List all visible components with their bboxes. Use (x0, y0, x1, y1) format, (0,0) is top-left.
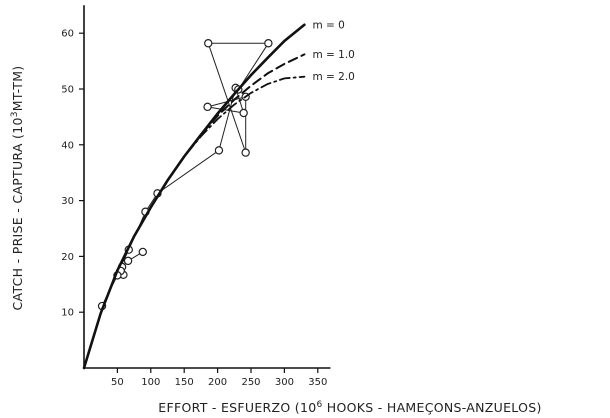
x-tick-label: 200 (208, 377, 227, 388)
y-tick-label: 30 (61, 196, 74, 207)
observed-point (264, 39, 273, 48)
observed-point (241, 148, 250, 157)
curve-label: m = 1.0 (312, 49, 354, 61)
observed-point (123, 256, 133, 266)
curve-m-0 (82, 23, 306, 370)
y-tick-label: 10 (61, 308, 74, 319)
curve-label: m = 0 (312, 19, 344, 31)
y-tick-label: 50 (61, 85, 74, 96)
observed-point (204, 39, 213, 48)
y-tick-label: 20 (61, 252, 74, 263)
x-tick-label: 300 (275, 377, 294, 388)
y-tick-label: 60 (61, 29, 74, 40)
curve-m-2-0 (83, 75, 306, 369)
observed-point (203, 102, 212, 112)
x-tick-label: 50 (111, 377, 124, 388)
curve-m-1-0 (83, 53, 306, 369)
axes: 50 100 150 200 250 300 350 10 20 30 40 50 60 (61, 5, 331, 388)
curve-label: m = 2.0 (312, 71, 354, 83)
x-tick-label: 250 (241, 377, 260, 388)
y-tick-label: 40 (61, 140, 74, 151)
x-tick-label: 100 (141, 377, 160, 388)
curve-labels: m = 0 m = 1.0 m = 2.0 (312, 19, 354, 83)
x-tick-label: 350 (308, 377, 327, 388)
observed-point (138, 247, 147, 257)
model-curves (82, 23, 306, 370)
y-axis-label: CATCH - PRISE - CAPTURA (103MT-TM) (10, 66, 25, 311)
observed-point (239, 108, 248, 118)
x-axis-label: EFFORT - ESFUERZO (106 HOOKS - HAMEÇONS-… (158, 400, 541, 415)
x-tick-label: 150 (175, 377, 194, 388)
observed-point (214, 146, 224, 155)
